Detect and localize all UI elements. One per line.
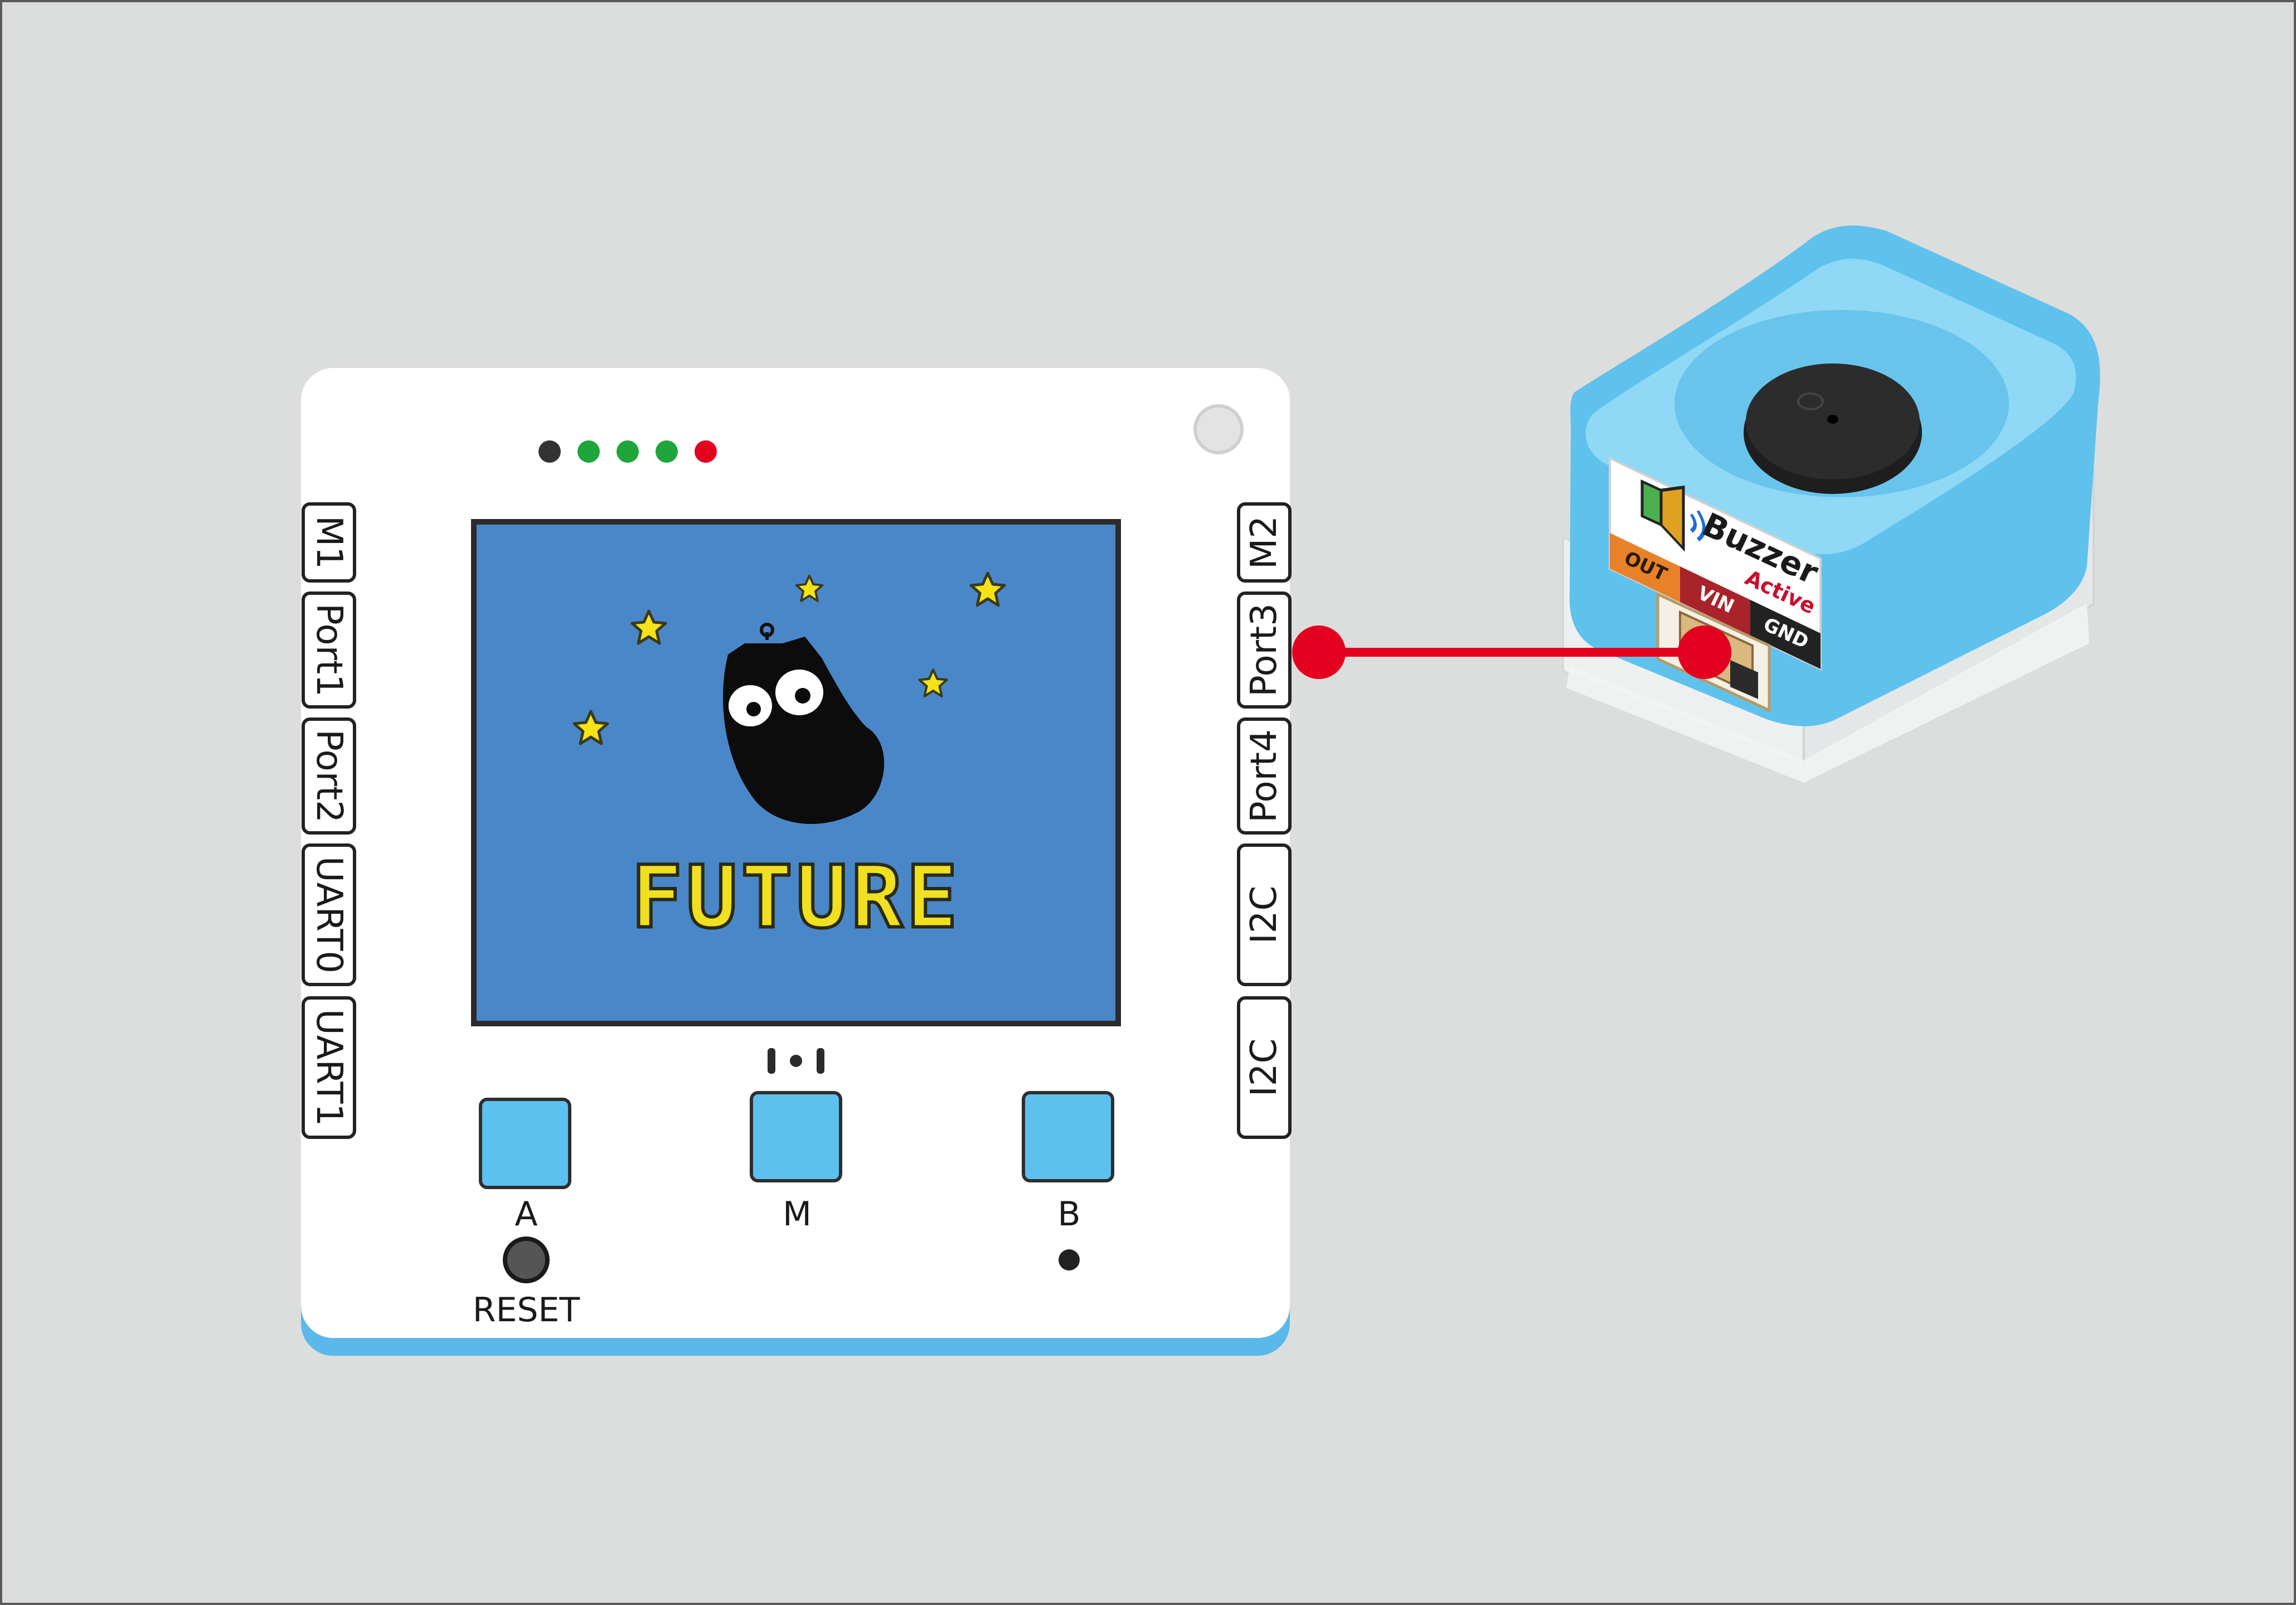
reset-label: RESET [473, 1291, 580, 1330]
led-green-icon [617, 440, 639, 463]
wire-endpoint-module-icon [1678, 625, 1731, 679]
ports-right: M2 Port3 Port4 I2C I2C [1237, 502, 1292, 1139]
button-b[interactable] [1022, 1091, 1114, 1182]
port-label-i2c-1: I2C [1244, 886, 1285, 944]
star-icon [969, 571, 1006, 607]
led-off-icon [538, 440, 561, 463]
port-label-port3: Port3 [1244, 603, 1285, 697]
buzzer-disc-icon [1744, 363, 1922, 494]
screen-text-future: FUTURE [631, 848, 961, 948]
pin-strips: OUT VIN GND [1610, 533, 1821, 669]
led-green-icon [656, 440, 678, 463]
button-a-label: A [514, 1195, 537, 1234]
mounting-hole-icon [1193, 404, 1244, 454]
port-label-m2: M2 [1244, 516, 1285, 569]
led-row [538, 440, 717, 463]
port-label-m1: M1 [308, 516, 350, 569]
port-tab-m2[interactable]: M2 [1237, 502, 1292, 583]
reset-button[interactable] [503, 1237, 550, 1283]
controller-board: M1 Port1 Port2 UART0 UART1 M2 [301, 368, 1292, 1356]
star-icon [795, 574, 824, 602]
port-tab-uart0[interactable]: UART0 [302, 843, 356, 986]
wire-endpoint-port3-icon [1292, 625, 1346, 679]
button-a[interactable] [479, 1098, 571, 1189]
port-label-port4: Port4 [1244, 729, 1285, 823]
star-icon [630, 609, 667, 645]
port-tab-port2[interactable]: Port2 [302, 717, 356, 835]
port-tab-i2c-1[interactable]: I2C [1237, 843, 1292, 986]
port-label-uart0: UART0 [308, 856, 350, 973]
buzzer-module: Buzzer Active OUT VIN GND [1562, 225, 2100, 783]
port-label-port1: Port1 [308, 603, 350, 697]
star-icon [918, 668, 948, 698]
port-label-i2c-2: I2C [1244, 1039, 1285, 1097]
ports-left: M1 Port1 Port2 UART0 UART1 [302, 502, 356, 1139]
port-label-uart1: UART1 [308, 1009, 350, 1126]
stars [572, 571, 1006, 745]
button-m[interactable] [750, 1091, 842, 1182]
port-tab-uart1[interactable]: UART1 [302, 996, 356, 1139]
port-label-port2: Port2 [308, 729, 350, 823]
port-tab-port4[interactable]: Port4 [1237, 717, 1292, 835]
port-tab-i2c-2[interactable]: I2C [1237, 996, 1292, 1139]
button-m-label: M [783, 1195, 812, 1234]
connection-wire [1292, 625, 1731, 679]
led-green-icon [577, 440, 600, 463]
owl-mascot-icon [722, 623, 885, 824]
port-tab-port3[interactable]: Port3 [1237, 591, 1292, 709]
light-sensor-dot-icon [1059, 1249, 1080, 1271]
led-red-icon [695, 440, 717, 463]
speaker-icon [1640, 479, 1706, 552]
lcd-screen: FUTURE [471, 519, 1121, 1026]
port-tab-port1[interactable]: Port1 [302, 591, 356, 709]
star-icon [572, 710, 609, 745]
microphone-hole-icon [768, 1048, 824, 1074]
button-b-label: B [1057, 1195, 1080, 1234]
port-tab-m1[interactable]: M1 [302, 502, 356, 583]
